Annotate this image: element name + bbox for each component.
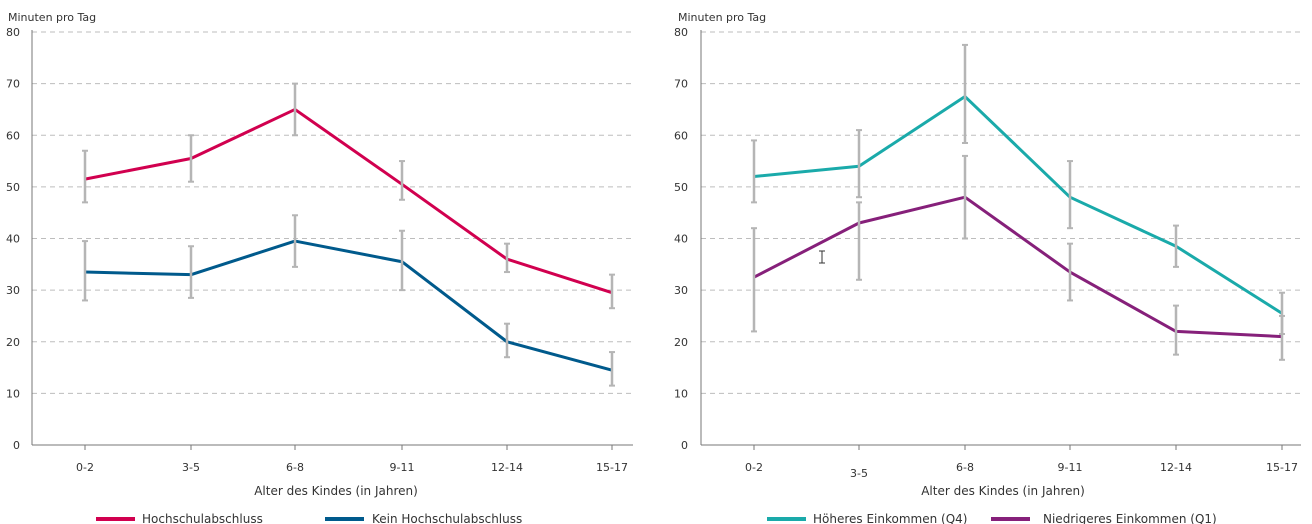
y-tick-label-right-30: 30 [674, 284, 688, 297]
legend-label-niedrigeres-einkommen: Niedrigeres Einkommen (Q1) [1043, 512, 1217, 524]
y-axis-label-left: Minuten pro Tag [8, 11, 96, 24]
series-line-niedrigeres-einkommen-q1 [753, 195, 1283, 339]
error-bar-höheres-einkommen-q4-12-14 [1173, 224, 1179, 268]
error-bar-hochschulabschluss-12-14 [504, 242, 510, 274]
y-tick-label-left-10: 10 [6, 387, 20, 400]
error-bar-höheres-einkommen-q4-6-8 [962, 43, 968, 144]
x-axis-label-right: Alter des Kindes (in Jahren) [921, 484, 1085, 498]
x-tick-label-left-15-17: 15-17 [596, 461, 628, 474]
x-tick-label-left-12-14: 12-14 [491, 461, 523, 474]
error-bar-niedrigeres-einkommen-q1-0-2 [751, 227, 757, 333]
series-line-kein-hochschulabschluss [84, 239, 613, 372]
error-bar-kein-hochschulabschluss-9-11 [399, 229, 405, 292]
x-tick-label-left-9-11: 9-11 [390, 461, 415, 474]
error-bar-hochschulabschluss-15-17 [609, 273, 615, 310]
error-bar-niedrigeres-einkommen-q1-12-14 [1173, 304, 1179, 356]
y-tick-label-right-40: 40 [674, 233, 688, 246]
error-bar-kein-hochschulabschluss-6-8 [292, 214, 298, 268]
series-line-höheres-einkommen-q4 [753, 95, 1283, 315]
error-bar-niedrigeres-einkommen-q1-6-8 [962, 154, 968, 240]
error-bar-niedrigeres-einkommen-q1-3-5 [856, 201, 862, 281]
error-bar-kein-hochschulabschluss-15-17 [609, 351, 615, 387]
error-bar-hochschulabschluss-6-8 [292, 82, 298, 137]
y-tick-label-right-70: 70 [674, 78, 688, 91]
error-bar-höheres-einkommen-q4-3-5 [856, 129, 862, 199]
y-tick-label-left-40: 40 [6, 233, 20, 246]
y-axis-label-right: Minuten pro Tag [678, 11, 766, 24]
x-tick-label-left-0-2: 0-2 [76, 461, 94, 474]
error-bar-niedrigeres-einkommen-q1-15-17 [1279, 314, 1285, 361]
x-tick-label-right-6-8: 6-8 [956, 461, 974, 474]
error-bar-kein-hochschulabschluss-0-2 [82, 240, 88, 302]
y-tick-label-left-50: 50 [6, 181, 20, 194]
y-tick-label-left-0: 0 [13, 439, 20, 452]
y-tick-label-left-70: 70 [6, 78, 20, 91]
error-bar-hochschulabschluss-3-5 [188, 134, 194, 183]
y-tick-label-left-80: 80 [6, 26, 20, 39]
plot-area-left: 0 10 20 30 40 50 60 70 80 0-2 3-5 6-8 9-11 12-14 15-17 [6, 26, 633, 474]
y-tick-label-right-60: 60 [674, 129, 688, 142]
error-bar-kein-hochschulabschluss-12-14 [504, 322, 510, 359]
plot-area-right: 0 10 20 30 40 50 60 70 80 0-2 3-5 6-8 9-11 12-14 15-17 [674, 26, 1301, 480]
error-bar-höheres-einkommen-q4-0-2 [751, 139, 757, 204]
x-tick-label-right-12-14: 12-14 [1160, 461, 1192, 474]
error-bar-hochschulabschluss-0-2 [82, 149, 88, 204]
x-tick-label-right-9-11: 9-11 [1058, 461, 1083, 474]
error-bar-hochschulabschluss-9-11 [399, 160, 405, 201]
legend-label-hochschulabschluss: Hochschulabschluss [142, 512, 263, 524]
legend-label-kein-hochschulabschluss: Kein Hochschulabschluss [372, 512, 522, 524]
text-cursor-icon [819, 250, 825, 264]
y-tick-label-right-50: 50 [674, 181, 688, 194]
error-bar-kein-hochschulabschluss-3-5 [188, 245, 194, 299]
y-tick-label-left-30: 30 [6, 284, 20, 297]
y-tick-label-right-80: 80 [674, 26, 688, 39]
error-bar-niedrigeres-einkommen-q1-9-11 [1067, 242, 1073, 302]
x-axis-label-left: Alter des Kindes (in Jahren) [254, 484, 418, 498]
legend-label-hoeheres-einkommen: Höheres Einkommen (Q4) [813, 512, 967, 524]
y-tick-label-left-20: 20 [6, 336, 20, 349]
x-tick-label-right-3-5: 3-5 [850, 467, 868, 480]
y-tick-label-right-0: 0 [681, 439, 688, 452]
x-tick-label-left-3-5: 3-5 [182, 461, 200, 474]
y-tick-label-left-60: 60 [6, 129, 20, 142]
y-tick-label-right-10: 10 [674, 387, 688, 400]
legend-right: Höheres Einkommen (Q4) Niedrigeres Einko… [767, 512, 1217, 524]
series-line-hochschulabschluss [84, 107, 613, 295]
x-tick-label-right-15-17: 15-17 [1266, 461, 1298, 474]
x-tick-label-right-0-2: 0-2 [745, 461, 763, 474]
x-tick-label-left-6-8: 6-8 [286, 461, 304, 474]
y-tick-label-right-20: 20 [674, 336, 688, 349]
error-bar-höheres-einkommen-q4-9-11 [1067, 160, 1073, 230]
legend-left: Hochschulabschluss Kein Hochschulabschlu… [96, 512, 522, 524]
